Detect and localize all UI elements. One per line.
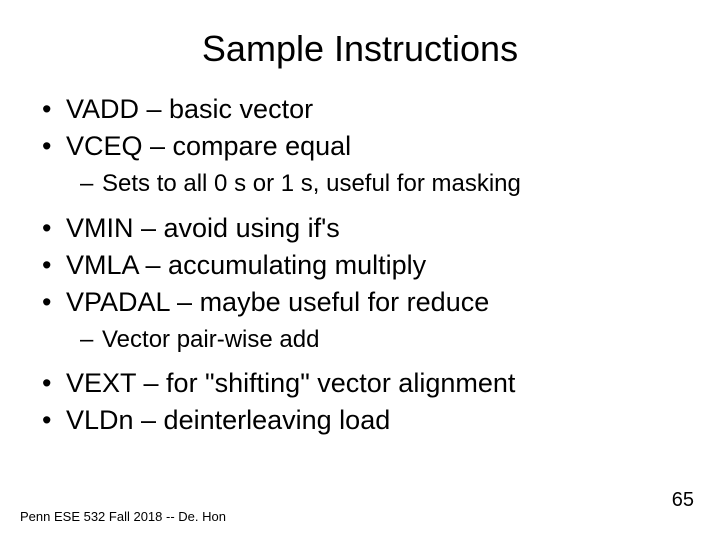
list-item: • VMLA – accumulating multiply bbox=[38, 248, 700, 283]
sub-list-item: – Sets to all 0 s or 1 s, useful for mas… bbox=[80, 168, 700, 200]
dash-icon: – bbox=[80, 324, 102, 356]
sub-list-item: – Vector pair-wise add bbox=[80, 324, 700, 356]
list-item-text: VADD – basic vector bbox=[66, 92, 700, 127]
bullet-icon: • bbox=[38, 248, 66, 283]
list-item: • VADD – basic vector bbox=[38, 92, 700, 127]
list-item-text: VLDn – deinterleaving load bbox=[66, 403, 700, 438]
list-item-text: VEXT – for "shifting" vector alignment bbox=[66, 366, 700, 401]
list-item-text: VMIN – avoid using if's bbox=[66, 211, 700, 246]
list-item-text: VCEQ – compare equal bbox=[66, 129, 700, 164]
list-item: • VPADAL – maybe useful for reduce bbox=[38, 285, 700, 320]
sub-list-item-text: Sets to all 0 s or 1 s, useful for maski… bbox=[102, 168, 700, 200]
list-item-text: VPADAL – maybe useful for reduce bbox=[66, 285, 700, 320]
page-number: 65 bbox=[672, 489, 694, 512]
dash-icon: – bbox=[80, 168, 102, 200]
list-item: • VMIN – avoid using if's bbox=[38, 211, 700, 246]
bullet-icon: • bbox=[38, 366, 66, 401]
slide-title: Sample Instructions bbox=[20, 28, 700, 70]
bullet-icon: • bbox=[38, 285, 66, 320]
bullet-icon: • bbox=[38, 92, 66, 127]
list-item-text: VMLA – accumulating multiply bbox=[66, 248, 700, 283]
bullet-icon: • bbox=[38, 403, 66, 438]
list-item: • VLDn – deinterleaving load bbox=[38, 403, 700, 438]
footer-text: Penn ESE 532 Fall 2018 -- De. Hon bbox=[20, 509, 226, 524]
bullet-icon: • bbox=[38, 211, 66, 246]
list-item: • VCEQ – compare equal bbox=[38, 129, 700, 164]
bullet-list: • VADD – basic vector • VCEQ – compare e… bbox=[20, 92, 700, 438]
list-item: • VEXT – for "shifting" vector alignment bbox=[38, 366, 700, 401]
bullet-icon: • bbox=[38, 129, 66, 164]
sub-list-item-text: Vector pair-wise add bbox=[102, 324, 700, 356]
